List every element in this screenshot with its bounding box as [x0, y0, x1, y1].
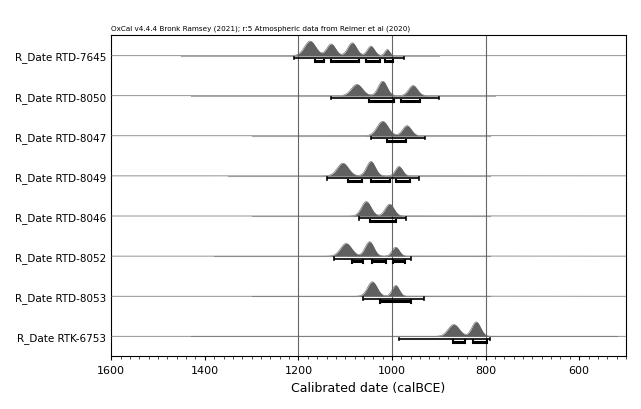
X-axis label: Calibrated date (calBCE): Calibrated date (calBCE): [292, 381, 445, 394]
Text: OxCal v4.4.4 Bronk Ramsey (2021); r:5 Atmospheric data from Reimer et al (2020): OxCal v4.4.4 Bronk Ramsey (2021); r:5 At…: [112, 25, 410, 31]
